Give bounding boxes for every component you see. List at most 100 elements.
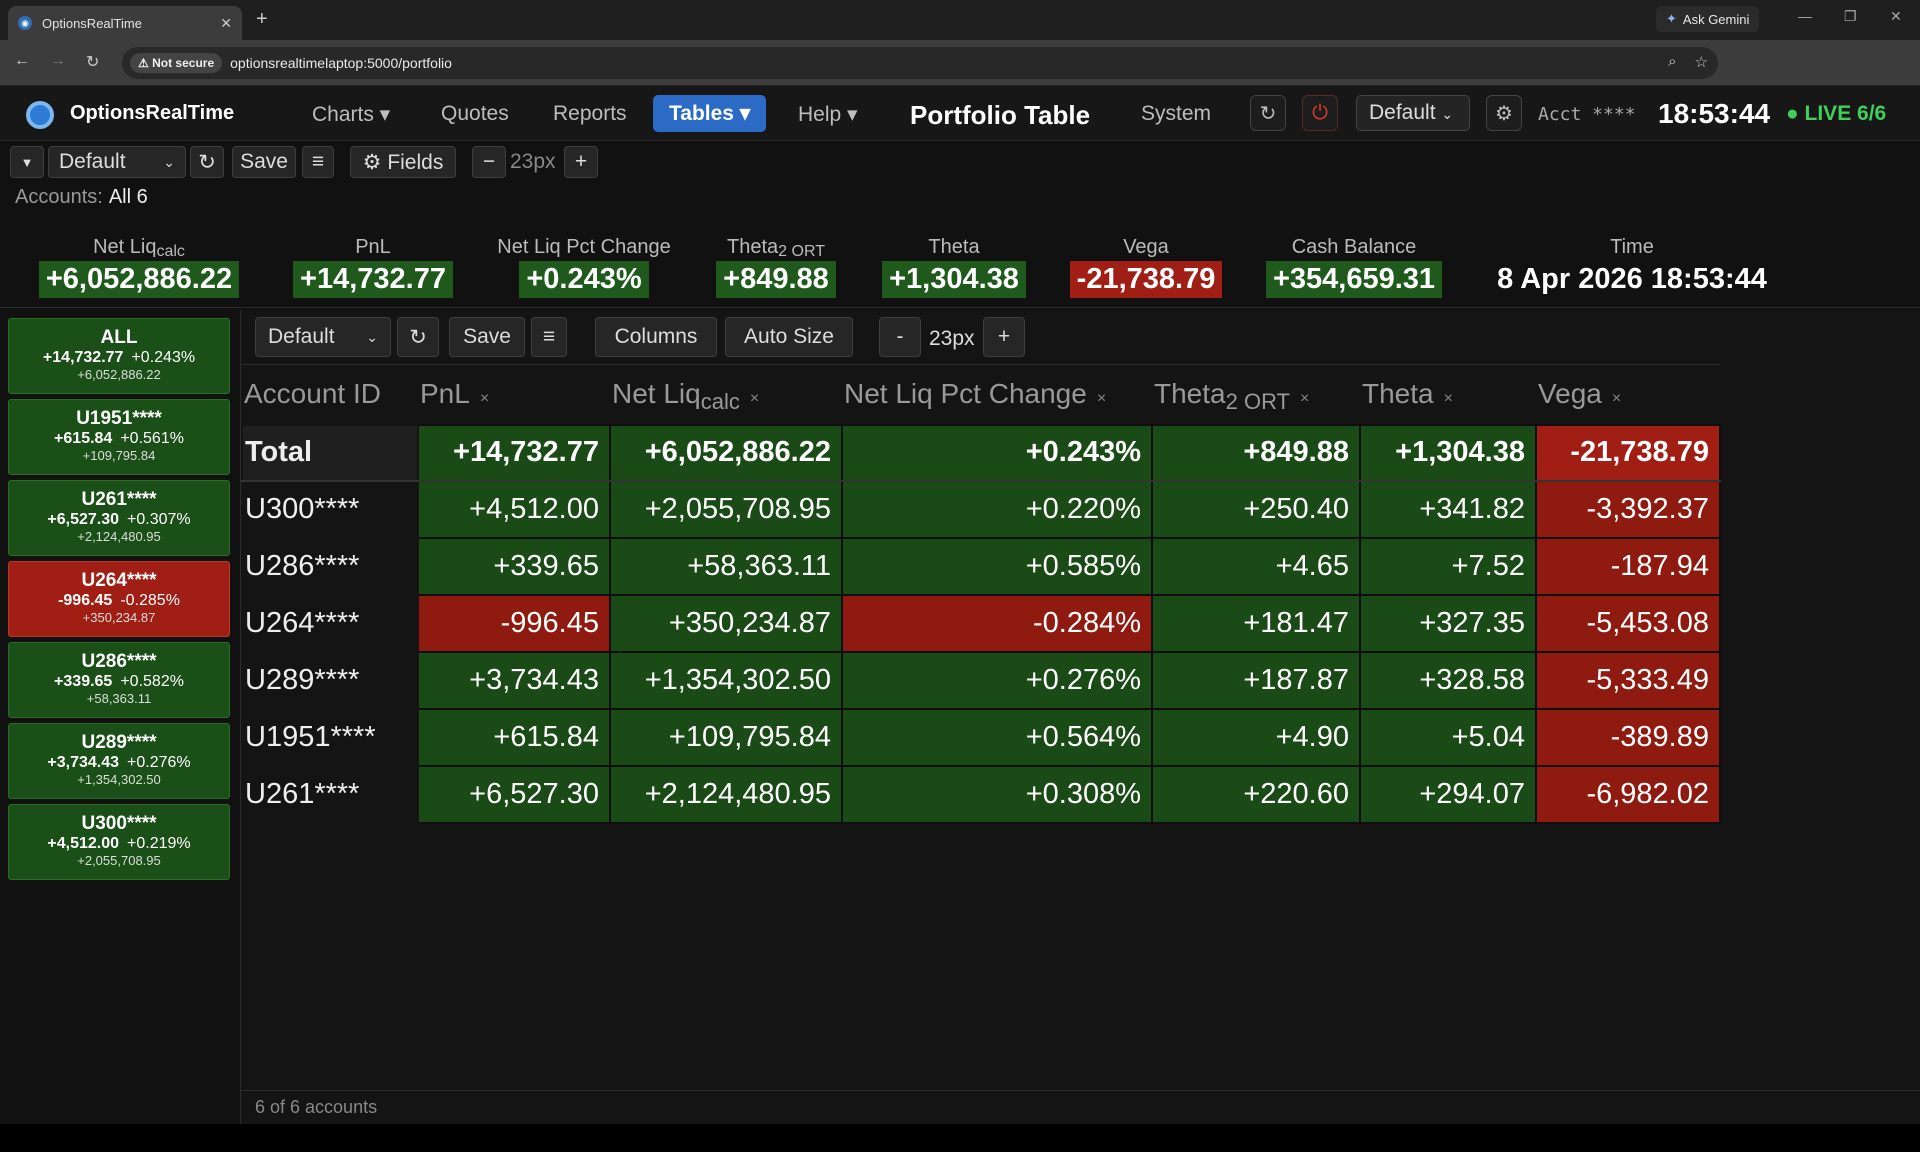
remove-column-icon[interactable]: × bbox=[1096, 390, 1107, 408]
layout-select[interactable]: Default ⌄ bbox=[48, 146, 186, 178]
summary-cash: Cash Balance +354,659.31 bbox=[1256, 236, 1452, 298]
table-row[interactable]: U286**** +339.65 +58,363.11 +0.585% +4.6… bbox=[241, 536, 1721, 596]
col-header-vega-label: Vega bbox=[1538, 378, 1602, 410]
col-header-account[interactable]: Account ID bbox=[242, 364, 418, 425]
portfolio-table: Account ID PnL × Net Liqcalc × Net Liq Pct… bbox=[241, 364, 1721, 824]
summary-cash-value: +354,659.31 bbox=[1265, 261, 1443, 298]
nav-quotes[interactable]: Quotes bbox=[441, 102, 509, 125]
ask-gemini-label: Ask Gemini bbox=[1682, 11, 1750, 27]
auto-size-button[interactable]: Auto Size bbox=[725, 317, 853, 357]
security-chip[interactable]: ⚠ Not secure bbox=[130, 53, 223, 73]
account-card-pnl: +4,512.00 bbox=[47, 835, 119, 852]
cell-vega: -6,982.02 bbox=[1535, 764, 1721, 824]
preset-select[interactable]: Default ⌄ bbox=[1356, 95, 1470, 131]
font-decrease-button[interactable]: − bbox=[472, 146, 506, 178]
new-tab-button[interactable]: + bbox=[256, 8, 268, 30]
nav-system[interactable]: System bbox=[1141, 102, 1212, 125]
col-header-netliq[interactable]: Net Liqcalc × bbox=[610, 364, 842, 425]
app-logo-icon[interactable] bbox=[26, 101, 54, 129]
minimize-icon[interactable]: — bbox=[1798, 8, 1812, 24]
table-row[interactable]: U300**** +4,512.00 +2,055,708.95 +0.220%… bbox=[241, 479, 1721, 539]
summary-pnl-label: PnL bbox=[355, 236, 391, 258]
cell-pnl: -996.45 bbox=[417, 593, 611, 653]
refresh-icon[interactable]: ↻ bbox=[1250, 95, 1286, 131]
reload-icon[interactable]: ↻ bbox=[86, 54, 100, 71]
table-row[interactable]: U289**** +3,734.43 +1,354,302.50 +0.276%… bbox=[241, 650, 1721, 710]
table-row[interactable]: U1951**** +615.84 +109,795.84 +0.564% +4… bbox=[241, 707, 1721, 767]
table-footer-count: 6 of 6 accounts bbox=[241, 1090, 1920, 1124]
account-card-u1951[interactable]: U1951**** +615.84 +0.561% +109,795.84 bbox=[8, 399, 230, 475]
table-row[interactable]: U261**** +6,527.30 +2,124,480.95 +0.308%… bbox=[241, 764, 1721, 824]
summary-pnl: PnL +14,732.77 bbox=[286, 236, 460, 298]
columns-button[interactable]: Columns bbox=[595, 317, 717, 357]
account-card-u289[interactable]: U289**** +3,734.43 +0.276% +1,354,302.50 bbox=[8, 723, 230, 799]
cell-account: U300**** bbox=[241, 479, 419, 539]
col-header-vega[interactable]: Vega × bbox=[1536, 364, 1720, 425]
summary-theta-value: +1,304.38 bbox=[882, 261, 1026, 298]
account-card-pnl: +615.84 bbox=[54, 430, 113, 447]
nav-tables[interactable]: Tables ▾ bbox=[653, 95, 767, 132]
cell-account: Total bbox=[241, 423, 419, 482]
close-window-icon[interactable]: ✕ bbox=[1890, 8, 1902, 24]
brand-name[interactable]: OptionsRealTime bbox=[70, 102, 235, 124]
panel-font-decrease-button[interactable]: - bbox=[879, 317, 921, 357]
account-card-u264[interactable]: U264**** -996.45 -0.285% +350,234.87 bbox=[8, 561, 230, 637]
list-menu-icon[interactable]: ≡ bbox=[302, 146, 334, 178]
nav-charts[interactable]: Charts ▾ bbox=[312, 103, 391, 126]
accounts-filter[interactable]: Accounts: All 6 bbox=[15, 186, 148, 209]
table-total-row: Total +14,732.77 +6,052,886.22 +0.243% +… bbox=[241, 423, 1721, 482]
bookmark-star-icon[interactable]: ☆ bbox=[1694, 54, 1708, 71]
panel-save-button[interactable]: Save bbox=[449, 317, 525, 357]
forward-icon[interactable]: → bbox=[50, 52, 66, 69]
account-card-name: U261**** bbox=[81, 489, 157, 510]
panel-reload-icon[interactable]: ↻ bbox=[397, 317, 439, 357]
cell-pct: +0.308% bbox=[841, 764, 1153, 824]
nav-help[interactable]: Help ▾ bbox=[798, 103, 858, 126]
panel-font-increase-button[interactable]: + bbox=[983, 317, 1025, 357]
summary-cash-label: Cash Balance bbox=[1291, 236, 1417, 258]
remove-column-icon[interactable]: × bbox=[1300, 390, 1310, 408]
cell-theta: +328.58 bbox=[1359, 650, 1537, 710]
live-status: ● LIVE 6/6 bbox=[1786, 102, 1887, 125]
col-header-theta[interactable]: Theta × bbox=[1360, 364, 1536, 425]
remove-column-icon[interactable]: × bbox=[1443, 390, 1453, 408]
settings-gear-icon[interactable]: ⚙ bbox=[1486, 95, 1522, 131]
save-button[interactable]: Save bbox=[232, 146, 296, 178]
col-header-pnl[interactable]: PnL × bbox=[418, 364, 610, 425]
summary-theta2-label: Theta bbox=[727, 236, 779, 258]
remove-column-icon[interactable]: × bbox=[1611, 390, 1622, 408]
panel-list-menu-icon[interactable]: ≡ bbox=[531, 317, 567, 357]
col-header-theta2[interactable]: Theta2 ORT × bbox=[1152, 364, 1360, 425]
account-card-u286[interactable]: U286**** +339.65 +0.582% +58,363.11 bbox=[8, 642, 230, 718]
col-header-pct[interactable]: Net Liq Pct Change × bbox=[842, 364, 1152, 425]
restore-icon[interactable]: ❐ bbox=[1844, 8, 1857, 24]
account-card-all[interactable]: ALL +14,732.77 +0.243% +6,052,886.22 bbox=[8, 318, 230, 394]
reload-layout-icon[interactable]: ↻ bbox=[190, 146, 224, 178]
browser-tab[interactable]: ◉ OptionsRealTime ✕ bbox=[8, 6, 242, 40]
zoom-icon[interactable]: ⌕ bbox=[1668, 53, 1677, 70]
accounts-label: Accounts: bbox=[15, 186, 103, 208]
favicon-icon: ◉ bbox=[18, 16, 32, 30]
remove-column-icon[interactable]: × bbox=[749, 390, 760, 408]
power-icon[interactable]: ⏻ bbox=[1302, 95, 1338, 131]
account-card-u261[interactable]: U261**** +6,527.30 +0.307% +2,124,480.95 bbox=[8, 480, 230, 556]
address-bar[interactable]: ⚠ Not secure optionsrealtimelaptop:5000/… bbox=[122, 47, 1718, 79]
cell-account: U261**** bbox=[241, 764, 419, 824]
cell-pnl: +4,512.00 bbox=[417, 479, 611, 539]
close-tab-icon[interactable]: ✕ bbox=[220, 14, 232, 31]
account-card-u300[interactable]: U300**** +4,512.00 +0.219% +2,055,708.95 bbox=[8, 804, 230, 880]
back-icon[interactable]: ← bbox=[14, 52, 30, 69]
fields-button[interactable]: ⚙ Fields bbox=[350, 146, 456, 178]
account-card-name: U1951**** bbox=[76, 408, 162, 429]
cell-theta: +294.07 bbox=[1359, 764, 1537, 824]
menu-caret-icon[interactable]: ▼ bbox=[10, 146, 44, 178]
account-card-pnl: +3,734.43 bbox=[47, 754, 119, 771]
table-row[interactable]: U264**** -996.45 +350,234.87 -0.284% +18… bbox=[241, 593, 1721, 653]
ask-gemini-button[interactable]: ✦ Ask Gemini bbox=[1656, 6, 1760, 32]
nav-reports[interactable]: Reports bbox=[553, 102, 627, 125]
summary-time-value: 8 Apr 2026 18:53:44 bbox=[1497, 263, 1767, 295]
remove-column-icon[interactable]: × bbox=[479, 390, 490, 408]
font-increase-button[interactable]: + bbox=[564, 146, 598, 178]
account-card-netliq: +350,234.87 bbox=[82, 610, 156, 625]
panel-layout-select[interactable]: Default ⌄ bbox=[255, 317, 391, 357]
